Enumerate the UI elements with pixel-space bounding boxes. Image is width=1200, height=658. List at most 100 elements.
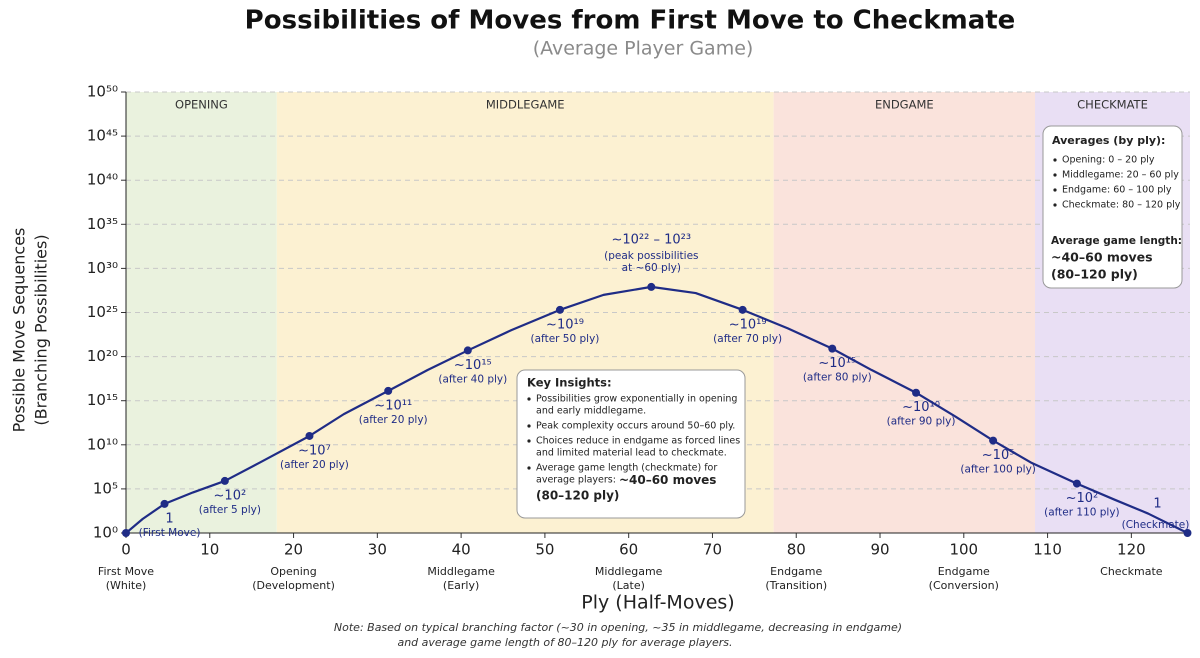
- annotation: ~10¹⁰: [902, 400, 940, 415]
- bullet: [1053, 188, 1057, 192]
- annotation: ~10¹⁵: [454, 358, 492, 373]
- point: [1183, 529, 1192, 537]
- length-title: Average game length:: [1051, 235, 1182, 247]
- stage-label: (Transition): [765, 579, 827, 592]
- annotation: ~10¹¹: [374, 398, 412, 413]
- annotation-note: (after 50 ply): [531, 333, 600, 345]
- chart-title: Possibilities of Moves from First Move t…: [245, 6, 1016, 36]
- length-line: ~40–60 moves: [1051, 250, 1153, 265]
- annotation-note: (peak possibilities: [604, 250, 698, 262]
- insight-emphasis: (80–120 ply): [536, 489, 619, 503]
- insight-line: Choices reduce in endgame as forced line…: [536, 436, 740, 447]
- x-tick-label: 80: [787, 541, 806, 559]
- insight-emphasis: ~40–60 moves: [619, 473, 716, 487]
- x-tick-label: 50: [535, 541, 554, 559]
- annotation: ~10²: [1066, 491, 1099, 506]
- y-tick-label: 10⁵: [93, 479, 118, 497]
- annotation-note: (after 40 ply): [438, 373, 507, 385]
- stage-label: Endgame: [770, 565, 822, 578]
- x-tick-label: 20: [284, 541, 303, 559]
- y-axis-title: (Branching Possibilities): [32, 234, 51, 425]
- averages-item: Middlegame: 20 – 60 ply: [1062, 170, 1179, 181]
- annotation-note: (First Move): [139, 527, 201, 539]
- phase-label: OPENING: [175, 98, 228, 112]
- point: [220, 476, 229, 485]
- bullet: [527, 424, 531, 428]
- y-tick-label: 10⁴⁰: [87, 171, 118, 189]
- annotation: ~10²² – 10²³: [612, 232, 692, 247]
- x-tick-label: 0: [121, 541, 131, 559]
- y-tick-label: 10⁴⁵: [87, 127, 118, 145]
- annotation: ~10²: [214, 488, 247, 503]
- x-tick-label: 10: [200, 541, 219, 559]
- annotation: ~10⁷: [298, 443, 331, 458]
- stage-label: (Conversion): [929, 579, 999, 592]
- point: [989, 436, 998, 445]
- x-tick-label: 90: [870, 541, 889, 559]
- x-tick-label: 110: [1033, 541, 1062, 559]
- stage-label: (Early): [443, 579, 479, 592]
- averages-item: Checkmate: 80 – 120 ply: [1062, 200, 1181, 211]
- y-axis-title: Possible Move Sequences: [10, 228, 29, 433]
- insights-box: [516, 369, 746, 519]
- annotation-note: (after 70 ply): [713, 333, 782, 345]
- x-tick-label: 60: [619, 541, 638, 559]
- annotation-note: (after 90 ply): [887, 416, 956, 428]
- footnote: and average game length of 80–120 ply fo…: [397, 636, 732, 649]
- stage-label: Checkmate: [1100, 565, 1163, 578]
- insight-line: and limited material lead to checkmate.: [536, 448, 727, 459]
- point: [738, 305, 747, 314]
- annotation-note: (after 5 ply): [199, 504, 261, 516]
- y-tick-label: 10²⁵: [87, 303, 118, 321]
- point: [828, 344, 837, 353]
- x-axis-title: Ply (Half-Moves): [581, 592, 734, 614]
- phase-label: CHECKMATE: [1077, 98, 1148, 112]
- annotation-note: (after 100 ply): [960, 464, 1036, 476]
- insight-line: Average game length (checkmate) for: [536, 463, 717, 474]
- y-tick-label: 10⁰: [93, 524, 118, 542]
- stage-label: Middlegame: [427, 565, 495, 578]
- annotation-note: (Checkmate): [1122, 519, 1190, 531]
- curve: [125, 285, 1188, 534]
- phase-label: ENDGAME: [875, 98, 934, 112]
- bullet: [527, 439, 531, 443]
- averages-title: Averages (by ply):: [1052, 134, 1165, 147]
- bullet: [1053, 203, 1057, 207]
- stage-label: First Move: [98, 565, 154, 578]
- annotation-note: (after 20 ply): [280, 459, 349, 471]
- bullet: [1053, 173, 1057, 177]
- averages-item: Endgame: 60 – 100 ply: [1062, 185, 1172, 196]
- averages-item: Opening: 0 – 20 ply: [1062, 155, 1155, 166]
- insight-line: Peak complexity occurs around 50–60 ply.: [536, 421, 735, 432]
- annotation-note: (after 20 ply): [359, 414, 428, 426]
- y-tick-label: 10¹⁰: [87, 435, 118, 453]
- x-tick-label: 100: [949, 541, 978, 559]
- point: [912, 388, 921, 397]
- point: [122, 529, 130, 537]
- x-tick-label: 30: [368, 541, 387, 559]
- y-tick-label: 10³⁰: [87, 259, 118, 277]
- annotation: 1: [165, 511, 173, 526]
- annotation: ~10⁵: [982, 448, 1015, 463]
- point: [555, 305, 564, 314]
- stage-label: Middlegame: [595, 565, 663, 578]
- bullet: [1053, 158, 1057, 162]
- point: [463, 346, 472, 355]
- annotation-note: at ~60 ply): [622, 262, 681, 274]
- bullet: [527, 397, 531, 401]
- footnote: Note: Based on typical branching factor …: [334, 621, 902, 634]
- y-tick-label: 10³⁵: [87, 215, 118, 233]
- y-tick-label: 10¹⁵: [87, 391, 118, 409]
- point: [647, 282, 656, 291]
- bullet: [527, 466, 531, 470]
- point: [305, 431, 314, 440]
- annotation: ~10¹⁹: [546, 317, 584, 332]
- annotation: ~10¹⁵: [818, 356, 856, 371]
- insight-line: average players: ~40–60 moves: [536, 473, 716, 487]
- stage-label: Opening: [270, 565, 316, 578]
- stage-label: (Development): [252, 579, 335, 592]
- length-line: (80–120 ply): [1051, 267, 1138, 282]
- point: [160, 499, 169, 508]
